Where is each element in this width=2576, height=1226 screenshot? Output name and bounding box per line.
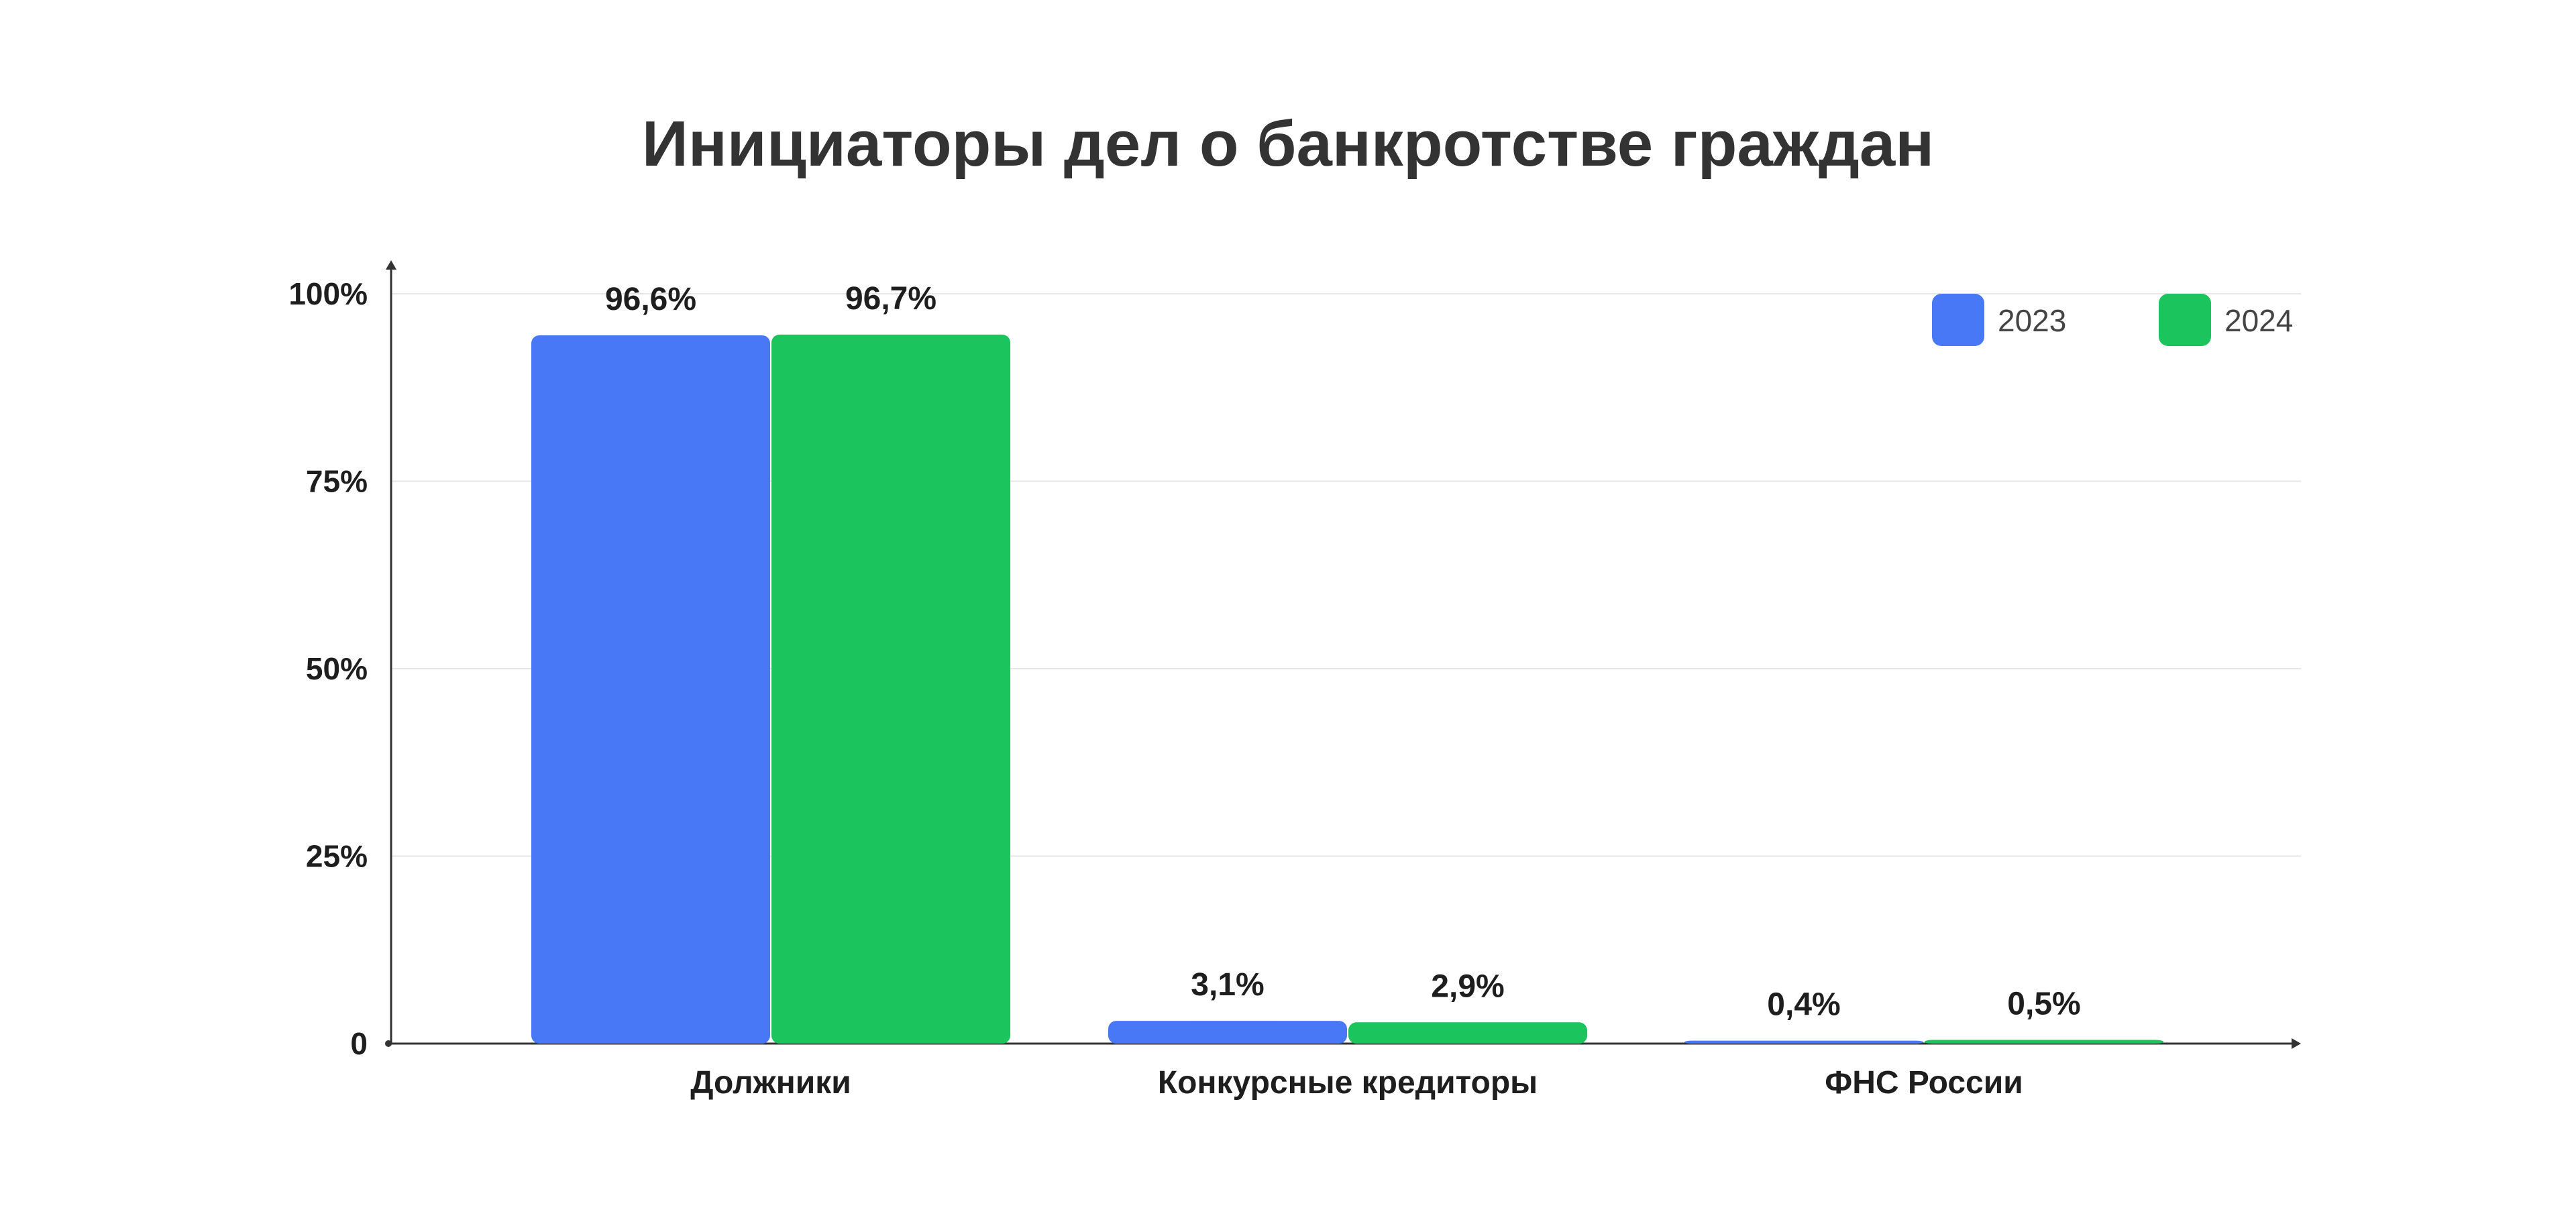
y-tick-label: 0 xyxy=(350,1026,368,1061)
y-tick-label: 100% xyxy=(288,276,368,311)
data-label-2024-2: 0,5% xyxy=(2007,987,2080,1022)
bar-2023-1 xyxy=(1108,1021,1347,1044)
legend-label-2023: 2023 xyxy=(1998,303,2066,338)
bar-2024-2 xyxy=(1925,1040,2163,1044)
data-label-2023-1: 3,1% xyxy=(1191,967,1264,1003)
data-label-2024-0: 96,7% xyxy=(845,281,936,317)
category-labels: Должники Конкурсные кредиторы ФНС России xyxy=(690,1065,2023,1101)
legend: 2023 2024 xyxy=(1932,294,2293,346)
bar-2023-2 xyxy=(1684,1040,1923,1044)
category-label: ФНС России xyxy=(1825,1065,2023,1101)
axis-origin xyxy=(385,1040,392,1047)
y-tick-label: 25% xyxy=(306,839,368,874)
y-tick-label: 50% xyxy=(306,651,368,686)
bar-2024-0 xyxy=(771,334,1010,1044)
legend-swatch-2023 xyxy=(1932,294,1984,346)
legend-swatch-2024 xyxy=(2159,294,2211,346)
y-tick-label: 75% xyxy=(306,464,368,499)
legend-label-2024: 2024 xyxy=(2224,303,2293,338)
chart-title: Инициаторы дел о банкротстве граждан xyxy=(641,108,1935,180)
data-labels: 96,6% 96,7% 3,1% 2,9% 0,4% 0,5% xyxy=(605,281,2081,1023)
data-label-2023-2: 0,4% xyxy=(1767,987,1840,1023)
category-label: Конкурсные кредиторы xyxy=(1158,1065,1538,1101)
data-label-2024-1: 2,9% xyxy=(1431,968,1504,1004)
category-label: Должники xyxy=(690,1065,851,1101)
y-axis-arrow xyxy=(386,260,396,270)
data-label-2023-0: 96,6% xyxy=(605,282,696,317)
bars xyxy=(531,334,2163,1044)
x-axis-arrow xyxy=(2292,1038,2301,1049)
y-tick-labels: 0 25% 50% 75% 100% xyxy=(288,276,368,1061)
bar-2023-0 xyxy=(531,335,770,1044)
bar-2024-1 xyxy=(1348,1022,1587,1044)
